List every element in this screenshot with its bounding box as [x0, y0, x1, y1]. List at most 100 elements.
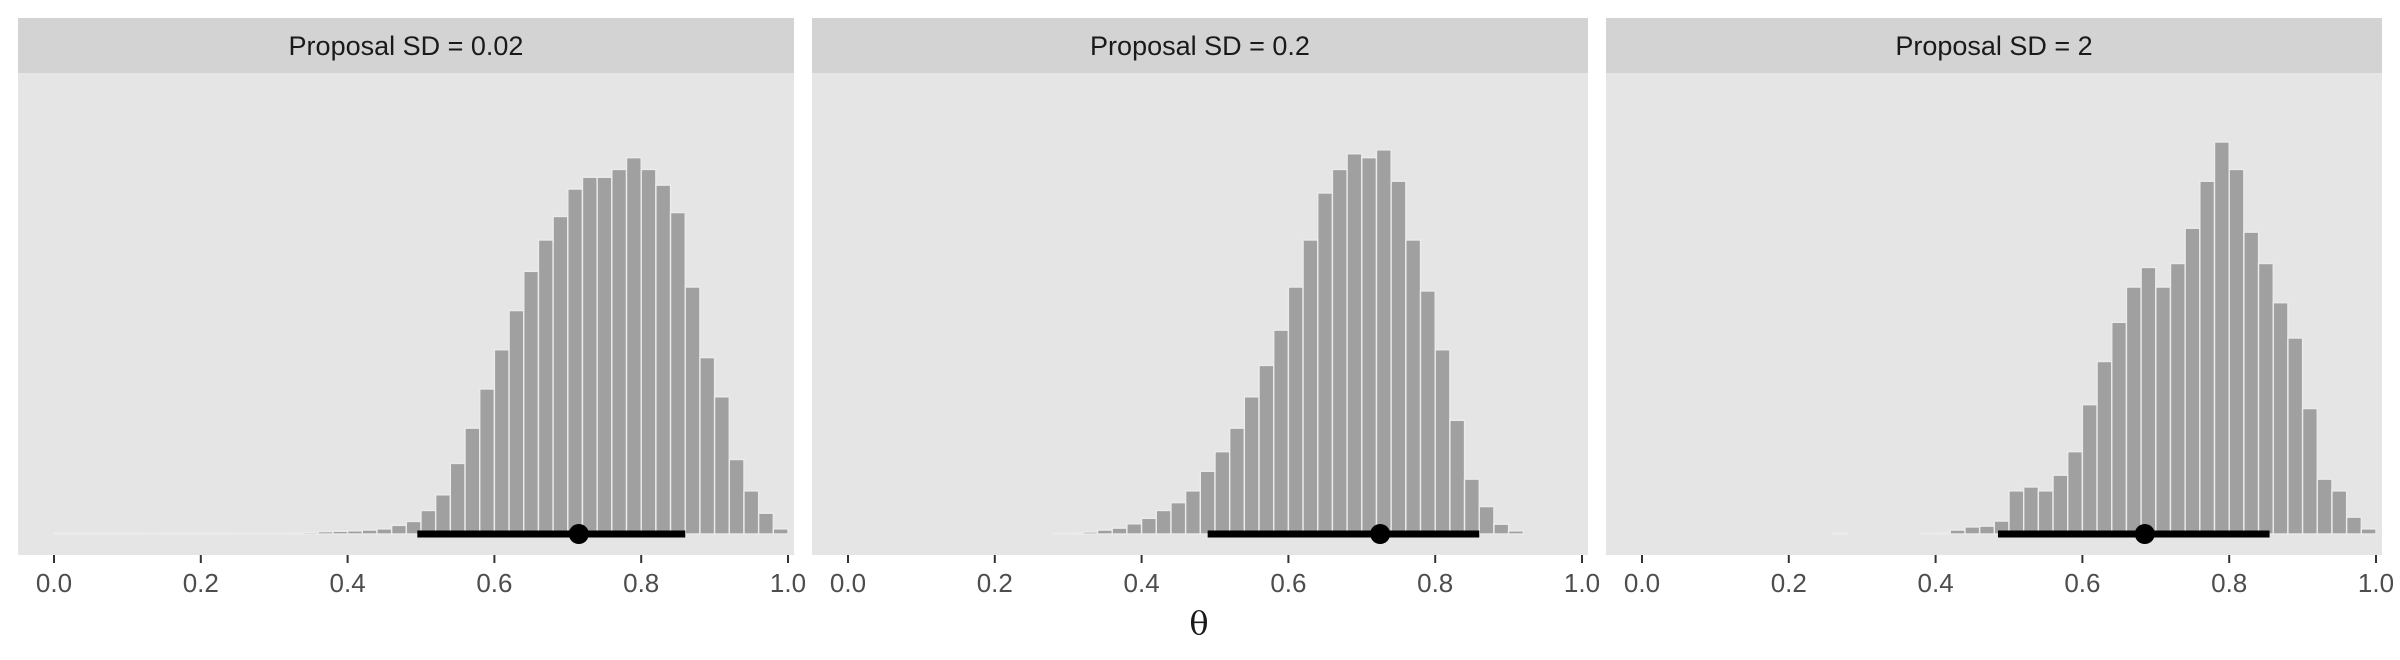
- x-tick-label: 0.8: [1417, 568, 1453, 598]
- histogram-bar: [2213, 141, 2230, 535]
- x-tick-label: 0.6: [476, 568, 512, 598]
- histogram-bar: [200, 532, 217, 535]
- x-tick-label: 1.0: [2358, 568, 2394, 598]
- histogram-bar: [2228, 168, 2245, 535]
- histogram-bar: [2067, 450, 2084, 535]
- histogram-bar: [2096, 360, 2113, 535]
- histogram-bar: [1140, 517, 1157, 535]
- histogram-bar: [1405, 239, 1422, 535]
- histogram-bar: [1243, 396, 1260, 535]
- histogram-bar: [361, 529, 378, 535]
- point-estimate-marker: [2134, 524, 2155, 544]
- histogram-bar: [1082, 531, 1099, 535]
- histogram-bar: [273, 532, 290, 535]
- histogram-bar: [317, 530, 334, 535]
- histogram-bar: [1964, 526, 1981, 535]
- histogram-bar: [185, 532, 202, 535]
- histogram-bar: [1375, 149, 1392, 535]
- facet-strip-label: Proposal SD = 2: [1895, 31, 2092, 61]
- histogram-bar: [699, 356, 716, 535]
- histogram-bar: [1331, 168, 1348, 535]
- histogram-bar: [82, 532, 99, 535]
- histogram-bar: [2199, 180, 2216, 535]
- x-tick-label: 0.6: [2064, 568, 2100, 598]
- histogram-bar: [2008, 490, 2025, 535]
- histogram-bar: [1258, 364, 1275, 535]
- histogram-bar: [332, 530, 349, 535]
- x-tick-label: 0.2: [183, 568, 219, 598]
- histogram-bar: [1920, 532, 1937, 535]
- histogram-bar: [170, 532, 187, 535]
- histogram-bar: [1214, 450, 1231, 535]
- facet-panel: Proposal SD = 0.2 0.0 0.2 0.4 0.6 0.8 1.0: [812, 18, 1600, 598]
- x-tick-label: 1.0: [1564, 568, 1600, 598]
- histogram-bar: [640, 168, 657, 535]
- histogram-bar: [1052, 532, 1069, 535]
- x-axis-label: θ: [1189, 604, 1208, 642]
- x-tick-label: 0.8: [2211, 568, 2247, 598]
- facet-strip: [18, 18, 794, 73]
- x-tick-label: 1.0: [770, 568, 806, 598]
- histogram-bar: [2022, 486, 2040, 535]
- histogram-bar: [258, 532, 275, 535]
- histogram-bar: [1096, 529, 1113, 535]
- histogram-bar: [479, 388, 496, 535]
- histogram-bar: [596, 176, 613, 535]
- histogram-bar: [376, 528, 393, 535]
- histogram-bar: [434, 494, 452, 535]
- histogram-bar: [523, 270, 540, 535]
- x-tick-label: 0.4: [330, 568, 366, 598]
- histogram-bar: [1434, 349, 1451, 535]
- histogram-bar: [2316, 478, 2333, 535]
- histogram-bar: [156, 532, 173, 535]
- facet-panel: Proposal SD = 2 0.0 0.2 0.4 0.6 0.8 1.0: [1606, 18, 2394, 598]
- x-tick-label: 0.0: [1624, 568, 1660, 598]
- histogram-bar: [655, 184, 672, 535]
- histogram-bar: [1478, 505, 1495, 535]
- histogram-bar: [728, 458, 745, 535]
- facet-panel: Proposal SD = 0.02 0.0 0.2 0.4 0.6 0.8 1.0: [18, 18, 806, 598]
- histogram-bar: [772, 528, 789, 535]
- histogram-bar: [2140, 266, 2157, 535]
- histogram-bar: [2169, 262, 2186, 535]
- histogram-bar: [2125, 286, 2142, 535]
- histogram-bar: [1302, 239, 1319, 535]
- histogram-bar: [2184, 227, 2201, 535]
- histogram-bar: [2081, 403, 2098, 535]
- histogram-bar: [625, 156, 642, 535]
- histogram-bar: [1067, 532, 1084, 535]
- histogram-bar: [141, 532, 158, 535]
- histogram-bar: [420, 509, 437, 535]
- histogram-bar: [1832, 532, 1849, 535]
- histogram-bar: [684, 286, 701, 535]
- histogram-bar: [1228, 427, 1246, 535]
- histogram-bar: [302, 531, 319, 535]
- histogram-bar: [537, 239, 554, 535]
- histogram-bar: [244, 532, 261, 535]
- histogram-bar: [2360, 528, 2377, 535]
- histogram-bar: [1155, 509, 1172, 535]
- histogram-bar: [464, 427, 481, 535]
- histogram-bar: [2345, 516, 2363, 535]
- histogram-bar: [1361, 156, 1378, 535]
- histogram-bar: [288, 532, 305, 535]
- histogram-bar: [567, 188, 584, 535]
- histogram-bar: [126, 532, 143, 535]
- histogram-bar: [581, 176, 598, 535]
- facet-strip: [812, 18, 1588, 73]
- histogram-bar: [1390, 180, 1407, 535]
- histogram-bar: [1978, 525, 1996, 535]
- facet-strip: [1606, 18, 2382, 73]
- histogram-bar: [508, 309, 525, 535]
- point-estimate-marker: [1370, 524, 1391, 544]
- point-estimate-marker: [568, 524, 589, 544]
- facet-strip-label: Proposal SD = 0.2: [1090, 31, 1310, 61]
- x-tick-label: 0.2: [977, 568, 1013, 598]
- histogram-bar: [713, 396, 730, 535]
- histogram-bar: [346, 530, 363, 535]
- histogram-bar: [2111, 321, 2128, 535]
- histogram-bar: [1419, 290, 1436, 535]
- histogram-bar: [1111, 527, 1128, 535]
- histogram-bar: [1463, 478, 1480, 535]
